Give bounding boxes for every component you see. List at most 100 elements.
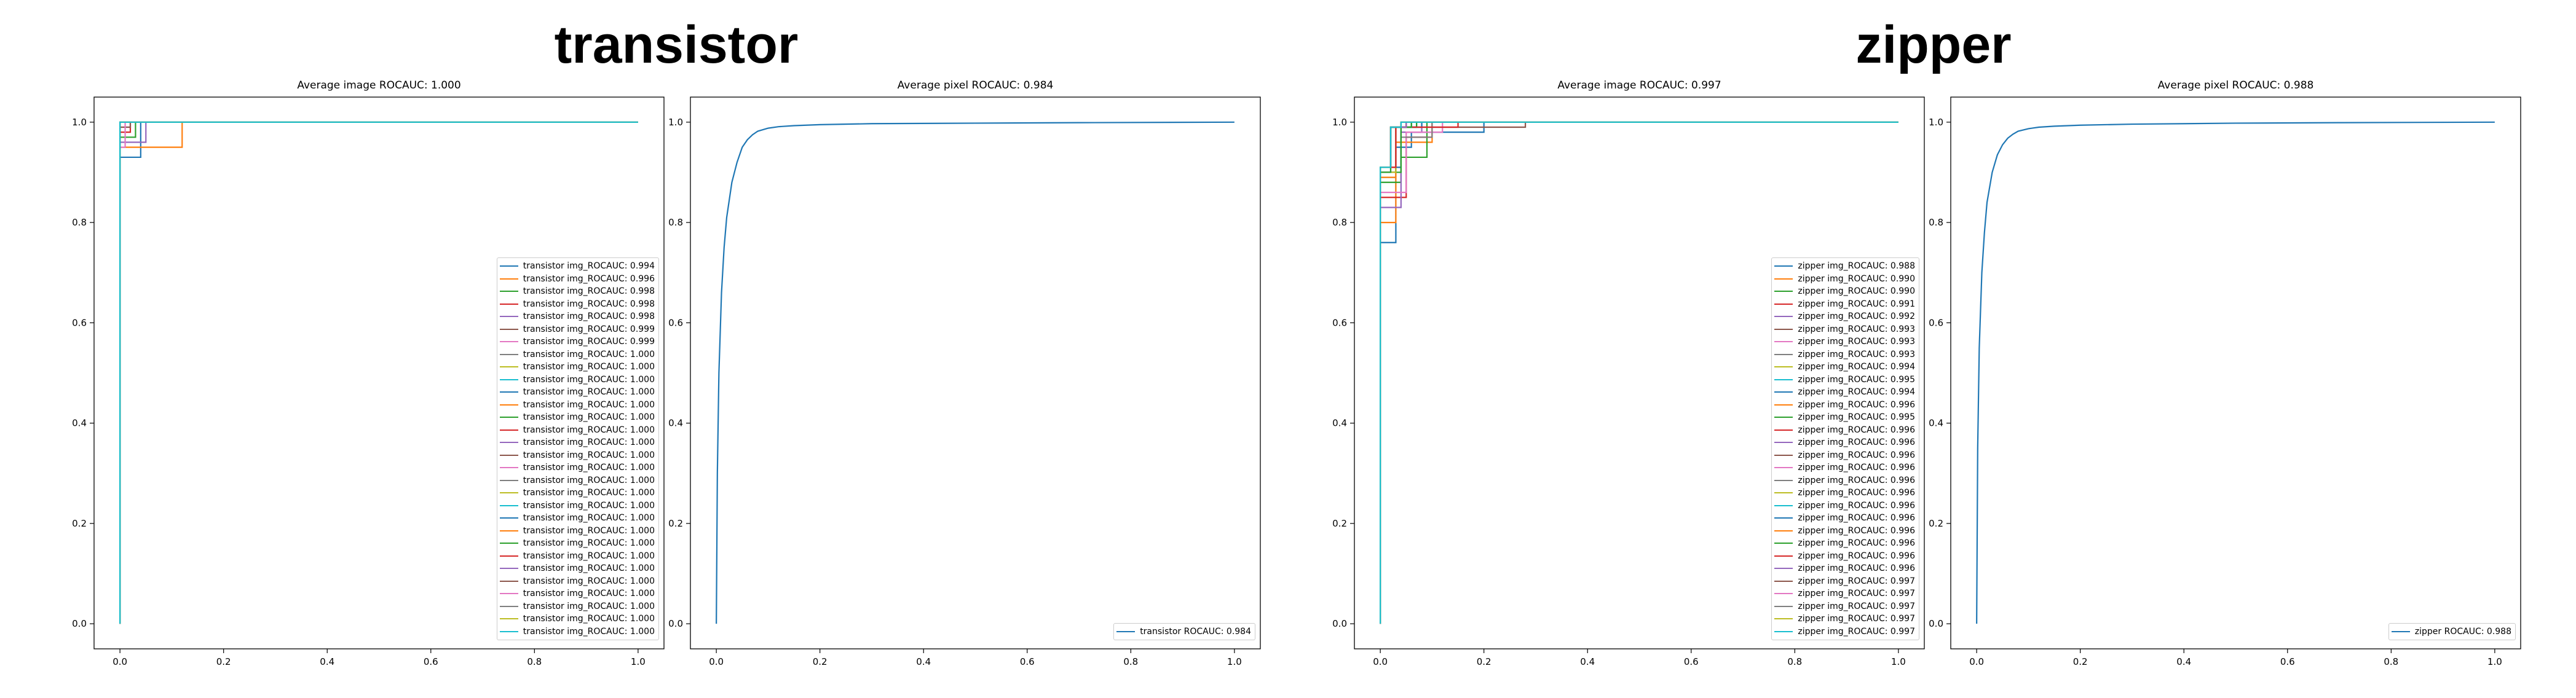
y-tick-label: 1.0 (1929, 117, 1943, 128)
legend-swatch (499, 278, 518, 280)
y-tick-label: 1.0 (1332, 117, 1347, 128)
chart-legend: zipper img_ROCAUC: 0.988 zipper img_ROCAU… (1771, 257, 1919, 640)
y-tick-label: 0.4 (668, 418, 683, 429)
legend-label: transistor img_ROCAUC: 1.000 (523, 626, 655, 637)
legend-swatch (499, 265, 518, 267)
legend-swatch (1774, 378, 1793, 380)
legend-label: zipper img_ROCAUC: 0.997 (1798, 601, 1915, 611)
legend-label: transistor img_ROCAUC: 1.000 (523, 362, 655, 372)
legend-entry: transistor img_ROCAUC: 1.000 (499, 537, 655, 550)
legend-entry: zipper img_ROCAUC: 0.990 (1774, 285, 1915, 298)
legend-swatch (1774, 580, 1793, 582)
y-tick-label: 0.0 (1332, 618, 1347, 629)
y-tick-label: 0.8 (72, 217, 87, 228)
legend-swatch (499, 605, 518, 607)
legend-swatch (499, 442, 518, 444)
legend-label: transistor img_ROCAUC: 1.000 (523, 538, 655, 548)
legend-swatch (499, 593, 518, 595)
y-tick-label: 0.8 (1332, 217, 1347, 228)
x-tick-label: 0.8 (1787, 656, 1802, 667)
x-tick-label: 0.2 (813, 656, 828, 667)
y-tick-label: 0.0 (1929, 618, 1943, 629)
legend-entry: transistor ROCAUC: 0.984 (1116, 625, 1251, 638)
legend-label: zipper img_ROCAUC: 0.996 (1798, 475, 1915, 485)
axes-frame (1950, 96, 2521, 649)
legend-label: zipper img_ROCAUC: 0.996 (1798, 463, 1915, 473)
legend-swatch (1774, 429, 1793, 431)
legend-label: transistor img_ROCAUC: 1.000 (523, 349, 655, 359)
roc-chart-svg: 0.0 0.2 0.4 0.6 0.8 1.0 0.0 0.2 0.4 0.6 0.8 1.0 (72, 96, 665, 667)
legend-label: transistor img_ROCAUC: 1.000 (523, 463, 655, 473)
legend-label: transistor img_ROCAUC: 1.000 (523, 399, 655, 410)
x-tick-label: 0.0 (113, 656, 127, 667)
chart-title: Average pixel ROCAUC: 0.988 (2157, 79, 2314, 92)
legend-swatch (1774, 291, 1793, 292)
roc-curve-series (1976, 121, 2495, 624)
legend-swatch (1774, 504, 1793, 506)
roc-curve-series (119, 121, 638, 624)
y-tick-label: 0.0 (72, 618, 87, 629)
axes-frame (1354, 96, 1925, 649)
legend-label: zipper img_ROCAUC: 0.997 (1798, 626, 1915, 637)
legend-label: zipper img_ROCAUC: 0.990 (1798, 286, 1915, 296)
x-tick-label: 0.2 (216, 656, 231, 667)
legend-swatch (1774, 303, 1793, 305)
chart-legend: zipper ROCAUC: 0.988 (2388, 622, 2516, 640)
legend-entry: zipper img_ROCAUC: 0.988 (1774, 260, 1915, 273)
x-tick-label: 0.6 (424, 656, 438, 667)
legend-label: transistor img_ROCAUC: 1.000 (523, 437, 655, 447)
legend-label: zipper img_ROCAUC: 0.996 (1798, 437, 1915, 447)
roc-chart-panel: Average pixel ROCAUC: 0.984 0.0 0.2 0.4 0.6 0… (596, 79, 1279, 667)
legend-swatch (1774, 517, 1793, 519)
legend-entry: transistor img_ROCAUC: 1.000 (499, 562, 655, 575)
legend-entry: transistor img_ROCAUC: 0.996 (499, 273, 655, 286)
axes-frame (93, 96, 665, 649)
y-tick-label: 0.8 (668, 217, 683, 228)
legend-swatch (1774, 630, 1793, 632)
y-tick-label: 0.6 (72, 317, 87, 328)
legend-label: transistor img_ROCAUC: 1.000 (523, 450, 655, 460)
legend-swatch (1116, 630, 1136, 632)
legend-entry: transistor img_ROCAUC: 1.000 (499, 575, 655, 588)
legend-label: transistor img_ROCAUC: 0.994 (523, 261, 655, 271)
legend-swatch (1774, 328, 1793, 330)
legend-entry: zipper img_ROCAUC: 0.997 (1774, 613, 1915, 625)
legend-label: transistor img_ROCAUC: 1.000 (523, 387, 655, 397)
legend-entry: zipper img_ROCAUC: 0.996 (1774, 424, 1915, 437)
chart-legend: transistor img_ROCAUC: 0.994 transistor i… (496, 257, 659, 640)
legend-entry: transistor img_ROCAUC: 1.000 (499, 613, 655, 625)
y-tick-label: 0.2 (1929, 518, 1943, 529)
legend-label: zipper img_ROCAUC: 0.988 (1798, 261, 1915, 271)
roc-curve-series (1380, 121, 1898, 624)
legend-entry: zipper img_ROCAUC: 0.996 (1774, 512, 1915, 525)
legend-entry: zipper img_ROCAUC: 0.996 (1774, 474, 1915, 487)
y-tick-label: 0.2 (668, 518, 683, 529)
legend-swatch (1774, 442, 1793, 444)
legend-entry: transistor img_ROCAUC: 1.000 (499, 449, 655, 462)
roc-chart-svg: 0.0 0.2 0.4 0.6 0.8 1.0 0.0 0.2 0.4 0.6 0.8 1.0 (1332, 96, 1925, 667)
legend-swatch (499, 303, 518, 305)
legend-label: transistor img_ROCAUC: 1.000 (523, 488, 655, 498)
legend-swatch (1774, 593, 1793, 595)
legend-label: transistor img_ROCAUC: 1.000 (523, 425, 655, 435)
legend-entry: zipper img_ROCAUC: 0.993 (1774, 348, 1915, 361)
y-tick-label: 0.6 (1332, 317, 1347, 328)
legend-entry: zipper img_ROCAUC: 0.995 (1774, 374, 1915, 386)
chart-legend: transistor ROCAUC: 0.984 (1113, 622, 1255, 640)
x-tick-label: 0.4 (916, 656, 931, 667)
x-tick-label: 0.6 (2280, 656, 2295, 667)
legend-swatch (1774, 417, 1793, 418)
legend-label: transistor img_ROCAUC: 1.000 (523, 551, 655, 561)
legend-entry: transistor img_ROCAUC: 0.998 (499, 298, 655, 311)
legend-swatch (2391, 630, 2410, 632)
legend-entry: zipper img_ROCAUC: 0.993 (1774, 323, 1915, 336)
legend-entry: transistor img_ROCAUC: 1.000 (499, 386, 655, 399)
legend-swatch (1774, 265, 1793, 267)
legend-entry: transistor img_ROCAUC: 0.999 (499, 335, 655, 348)
legend-swatch (1774, 454, 1793, 456)
legend-swatch (1774, 341, 1793, 343)
legend-entry: zipper img_ROCAUC: 0.990 (1774, 273, 1915, 286)
x-tick-label: 1.0 (1891, 656, 1906, 667)
legend-label: zipper img_ROCAUC: 0.996 (1798, 399, 1915, 410)
y-tick-label: 0.0 (668, 618, 683, 629)
